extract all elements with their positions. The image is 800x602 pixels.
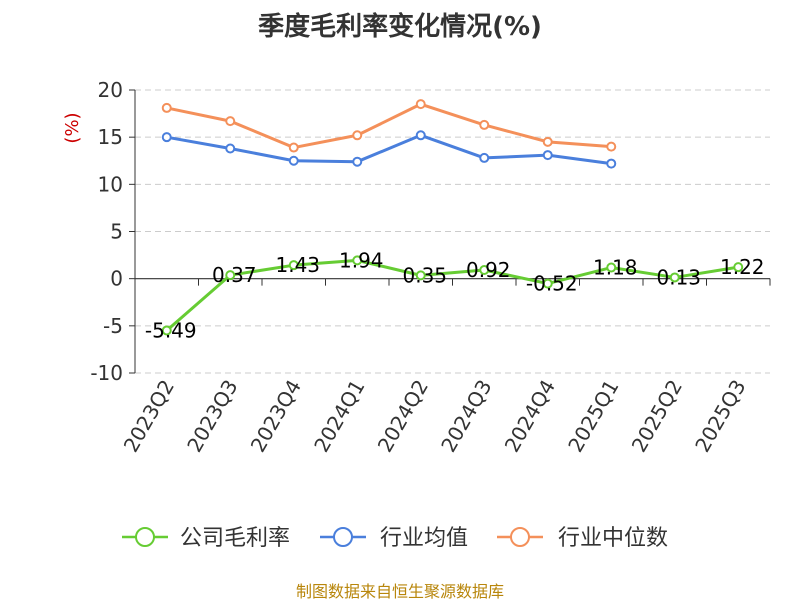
data-point <box>288 260 299 271</box>
data-point <box>352 156 363 167</box>
data-point <box>415 270 426 281</box>
y-tick-label: -5 <box>103 314 123 338</box>
data-point <box>479 152 490 163</box>
y-tick-label: 0 <box>110 267 123 291</box>
x-tick-label: 2025Q3 <box>690 376 750 457</box>
data-label: 0.37 <box>212 263 257 287</box>
data-point <box>606 158 617 169</box>
series-line <box>165 258 739 332</box>
grid-lines <box>129 89 770 374</box>
source-note: 制图数据来自恒生聚源数据库 <box>295 582 504 601</box>
y-tick-labels: -10 -5 0 5 10 15 20 <box>90 78 123 385</box>
data-point <box>606 262 617 273</box>
data-label: 1.18 <box>593 256 638 280</box>
x-tick-labels: 2023Q2 2023Q3 2023Q4 2024Q1 2024Q2 2024Q3 2024… <box>119 376 751 457</box>
data-point <box>542 150 553 161</box>
legend-marker <box>510 527 530 547</box>
chart-title: 季度毛利率变化情况(%) <box>258 12 542 42</box>
data-point <box>225 270 236 281</box>
legend-marker <box>333 527 353 547</box>
data-label: 0.13 <box>656 265 701 289</box>
x-tick-label: 2025Q2 <box>627 376 687 457</box>
data-point <box>542 278 553 289</box>
legend: 公司毛利率 行业均值 行业中位数 <box>122 526 668 551</box>
data-label: 0.92 <box>466 258 511 282</box>
data-labels: -5.49 0.37 1.43 1.94 0.35 0.92 -0.52 1.18 0.13 1.… <box>145 248 765 342</box>
data-label: -0.52 <box>526 272 578 296</box>
data-point <box>352 255 363 266</box>
data-point <box>669 272 680 283</box>
data-point <box>479 264 490 275</box>
legend-label: 行业中位数 <box>558 526 668 551</box>
x-tick-label: 2024Q4 <box>500 376 560 457</box>
legend-label: 行业均值 <box>380 526 468 551</box>
y-tick-label: -10 <box>90 361 123 385</box>
x-tick-label: 2023Q4 <box>246 376 306 457</box>
axes <box>134 90 771 373</box>
data-point <box>161 325 172 336</box>
x-tick-label: 2023Q2 <box>119 376 179 457</box>
data-point <box>352 130 363 141</box>
series-line <box>166 102 612 150</box>
data-point <box>161 132 172 143</box>
y-tick-label: 20 <box>98 78 123 102</box>
y-tick-label: 5 <box>110 220 123 244</box>
legend-label: 公司毛利率 <box>180 526 290 551</box>
x-tick-label: 2024Q1 <box>309 376 369 457</box>
data-point <box>288 155 299 166</box>
data-point <box>479 119 490 130</box>
data-point <box>161 102 172 113</box>
data-point <box>542 136 553 147</box>
data-point <box>415 99 426 110</box>
y-axis-label: (%) <box>62 112 83 143</box>
y-tick-label: 15 <box>98 125 123 149</box>
data-point <box>415 130 426 141</box>
data-label: 1.22 <box>720 255 765 279</box>
x-tick-label: 2023Q3 <box>182 376 242 457</box>
x-tick-label: 2024Q2 <box>373 376 433 457</box>
data-point <box>225 143 236 154</box>
data-label: 1.94 <box>339 248 384 272</box>
x-tick-label: 2024Q3 <box>436 376 496 457</box>
data-point <box>225 116 236 127</box>
legend-marker <box>135 527 155 547</box>
data-label: 1.43 <box>275 253 320 277</box>
data-label: -5.49 <box>145 318 197 342</box>
data-label: 0.35 <box>402 263 447 287</box>
series-line <box>166 133 612 166</box>
series-lines <box>161 99 744 336</box>
x-tick-label: 2025Q1 <box>563 376 623 457</box>
data-point <box>606 141 617 152</box>
data-point <box>733 262 744 273</box>
data-point <box>288 142 299 153</box>
y-tick-label: 10 <box>98 172 123 196</box>
